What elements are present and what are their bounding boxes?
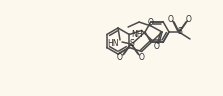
- Text: O: O: [147, 18, 153, 26]
- Text: NH: NH: [131, 30, 142, 39]
- Text: O: O: [168, 14, 174, 24]
- Text: S: S: [178, 27, 182, 36]
- Text: O: O: [153, 42, 159, 50]
- Text: HN: HN: [107, 38, 119, 48]
- Text: S: S: [130, 39, 134, 48]
- Text: O: O: [139, 53, 145, 62]
- Text: O: O: [117, 53, 123, 62]
- Text: O: O: [186, 14, 192, 24]
